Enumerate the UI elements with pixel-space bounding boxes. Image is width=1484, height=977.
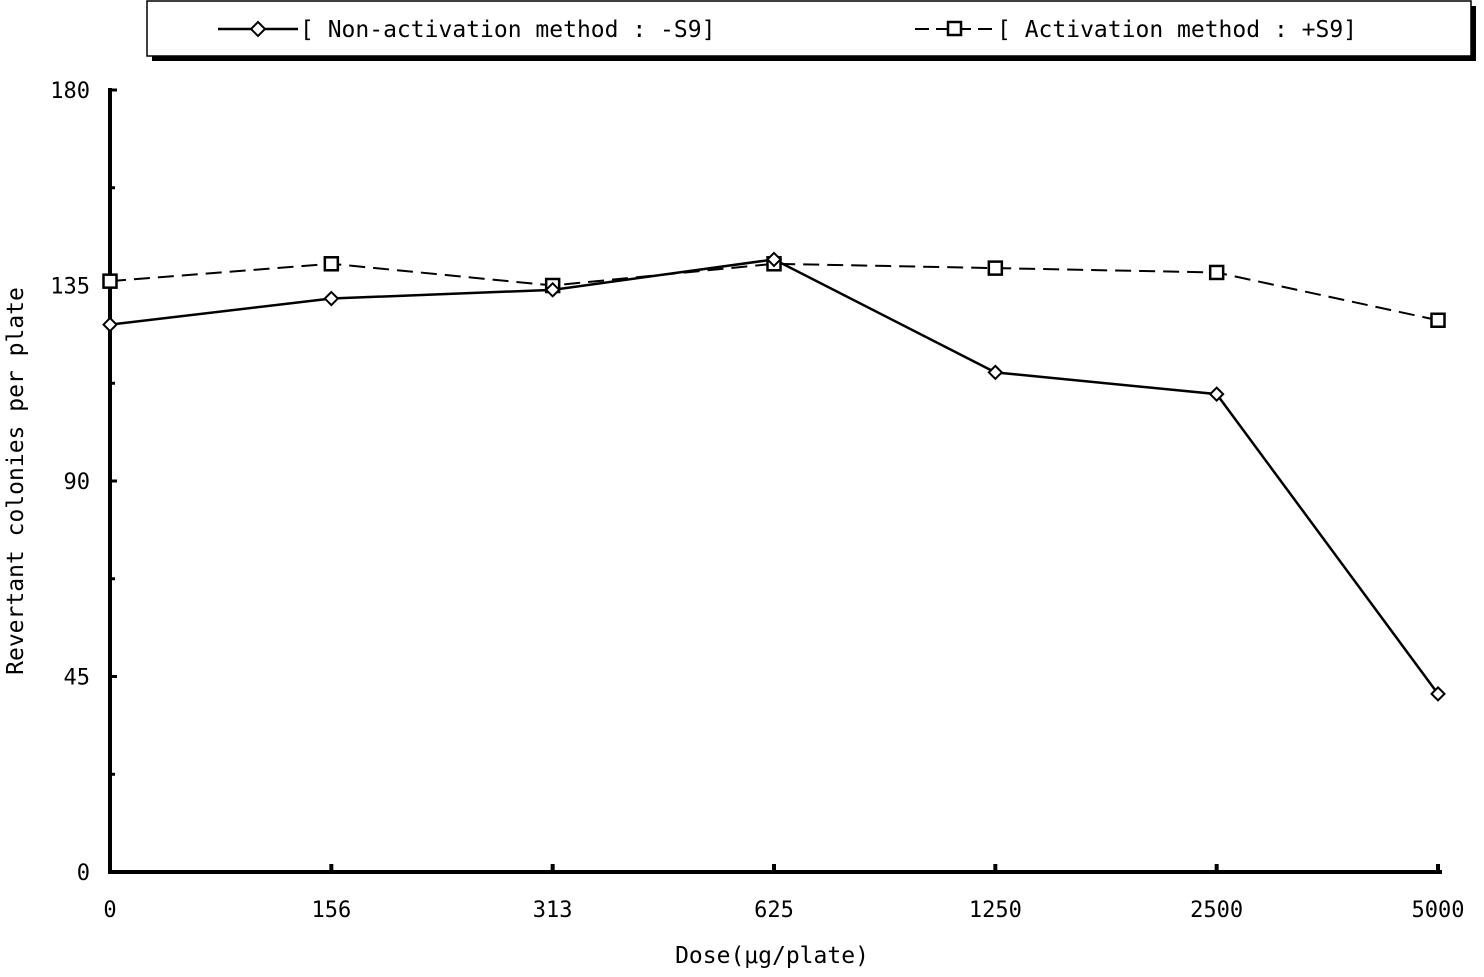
legend-square-marker <box>946 20 963 37</box>
data-point-non-activation <box>544 281 561 298</box>
x-ticks: 0 156 313 625 1250 2500 5000 <box>103 864 1464 923</box>
x-tick-label: 5000 <box>1412 898 1465 923</box>
data-point-activation <box>323 256 340 272</box>
legend-item-activation: [ Activation method : +S9] <box>915 17 1357 43</box>
x-tick-label: 0 <box>103 898 116 923</box>
x-tick-label: 156 <box>311 898 351 923</box>
x-tick-label: 313 <box>533 898 573 923</box>
data-point-activation <box>987 260 1004 276</box>
data-point-activation <box>102 273 118 289</box>
legend: [ Non-activation method : -S9] [ Activat… <box>146 0 1476 61</box>
data-point-activation <box>1430 312 1446 329</box>
data-point-non-activation <box>1430 685 1446 702</box>
data-point-non-activation <box>766 251 782 268</box>
x-tick-label: 625 <box>754 898 794 923</box>
series-line-non-activation <box>109 258 1440 695</box>
x-tick-label: 1250 <box>969 898 1022 923</box>
series-line-activation <box>109 262 1439 322</box>
y-tick-label: 90 <box>64 470 91 495</box>
y-tick-label: 45 <box>64 666 91 691</box>
y-tick-label: 180 <box>50 79 90 104</box>
legend-diamond-marker <box>249 20 267 38</box>
data-point-non-activation <box>987 364 1004 381</box>
legend-label-non-activation: [ Non-activation method : -S9] <box>300 17 715 43</box>
y-axis-title: Revertant colonies per plate <box>3 287 29 675</box>
data-point-non-activation <box>1208 386 1225 403</box>
x-axis-title: Dose(μg/plate) <box>675 943 869 969</box>
legend-label-activation: [ Activation method : +S9] <box>997 17 1357 43</box>
y-tick-label: 135 <box>50 275 90 300</box>
y-tick-label: 0 <box>77 861 90 886</box>
series-layer <box>102 251 1446 702</box>
data-point-non-activation <box>102 316 118 333</box>
data-point-activation <box>1208 264 1225 281</box>
legend-box <box>146 0 1472 57</box>
x-tick-label: 2500 <box>1190 898 1243 923</box>
data-point-non-activation <box>323 290 340 307</box>
legend-item-non-activation: [ Non-activation method : -S9] <box>218 17 715 43</box>
y-ticks: 0 45 90 135 180 <box>50 79 117 886</box>
